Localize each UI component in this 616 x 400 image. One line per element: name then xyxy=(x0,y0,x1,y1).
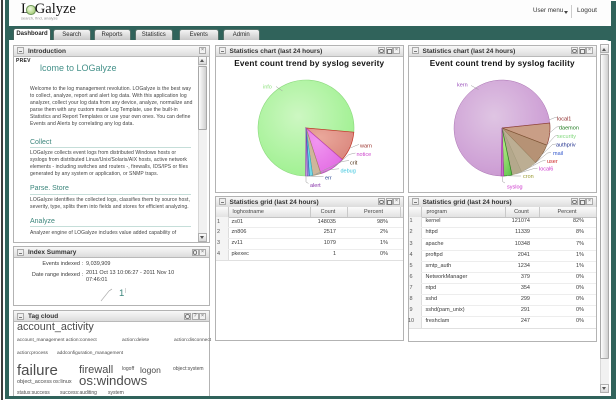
svg-text:security: security xyxy=(557,134,576,140)
svg-text:info: info xyxy=(263,85,272,91)
svg-text:debug: debug xyxy=(341,169,356,175)
svg-text:kern: kern xyxy=(457,83,468,89)
svg-text:authpriv: authpriv xyxy=(556,142,576,148)
svg-text:warn: warn xyxy=(359,144,372,150)
svg-text:mail: mail xyxy=(553,151,563,157)
svg-text:crit: crit xyxy=(350,161,358,167)
svg-text:err: err xyxy=(325,176,332,182)
svg-text:notice: notice xyxy=(357,152,372,158)
svg-text:syslog: syslog xyxy=(507,184,523,190)
svg-text:cron: cron xyxy=(523,174,534,180)
svg-text:local1: local1 xyxy=(557,117,571,123)
svg-text:user: user xyxy=(547,159,558,165)
svg-text:daemon: daemon xyxy=(559,126,579,132)
svg-text:local6: local6 xyxy=(539,167,553,173)
svg-text:alert: alert xyxy=(310,183,321,189)
